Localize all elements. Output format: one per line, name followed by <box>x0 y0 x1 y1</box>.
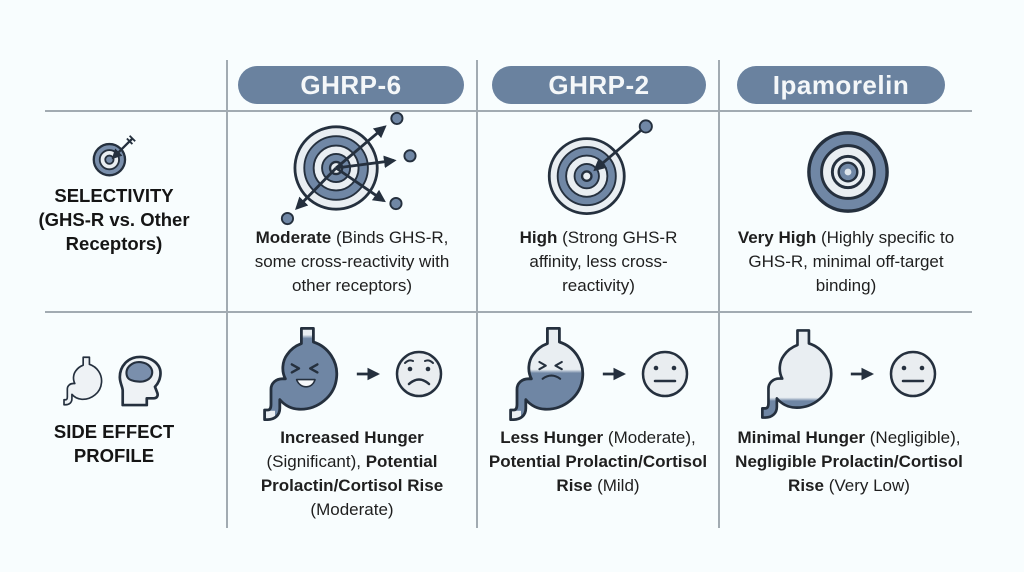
column-header-ipamorelin: Ipamorelin <box>737 66 945 104</box>
side-effect-ghrp6-text: Increased Hunger (Significant), Potentia… <box>241 426 463 522</box>
effect: Increased Hunger <box>280 428 424 447</box>
selectivity-ghrp2-icon-wrap <box>477 116 719 224</box>
column-header-ghrp6: GHRP-6 <box>238 66 464 104</box>
selectivity-ipamorelin-text: Very High (Highly specific to GHS-R, min… <box>730 226 962 298</box>
row-divider <box>45 110 972 112</box>
selectivity-ghrp6-text: Moderate (Binds GHS-R, some cross-reacti… <box>238 226 466 298</box>
arrow-right-icon <box>850 367 875 381</box>
effect: Negligible Prolactin/Cortisol Rise <box>735 452 963 495</box>
column-divider <box>226 60 228 528</box>
stomach-icon <box>63 356 103 406</box>
column-divider <box>476 60 478 528</box>
side-effect-ghrp6-icon-wrap <box>227 324 477 424</box>
selectivity-ghrp6-icon-wrap <box>227 111 477 226</box>
effect: Potential Prolactin/Cortisol Rise <box>260 452 444 495</box>
effect: Minimal Hunger <box>737 428 866 447</box>
effect-detail: (Moderate), <box>603 428 696 447</box>
target-bullseye-icon <box>807 131 889 213</box>
rating-detail: (Highly specific to GHS-R, minimal off-t… <box>748 228 955 295</box>
side-effect-ghrp2-text: Less Hunger (Moderate), Potential Prolac… <box>486 426 710 498</box>
side-effect-ipamorelin-icon-wrap <box>719 324 977 424</box>
head-brain-icon <box>118 355 162 407</box>
side-effect-row-label: SIDE EFFECT PROFILE <box>8 420 220 468</box>
effect-detail: (Very Low) <box>823 476 910 495</box>
column-header-label: Ipamorelin <box>772 69 910 100</box>
stomach-half-annoyed-icon <box>509 326 585 422</box>
arrow-right-icon <box>356 367 381 381</box>
target-single-arrow-icon <box>547 118 653 215</box>
effect-detail: (Mild) <box>592 476 640 495</box>
effect-detail: (Moderate) <box>310 500 394 519</box>
label-line: PROFILE <box>73 445 155 466</box>
column-header-label: GHRP-2 <box>548 69 650 100</box>
label-line: (GHS-R vs. Other <box>38 209 190 230</box>
arrow-right-icon <box>602 367 627 381</box>
neutral-face-icon <box>641 350 689 398</box>
stomach-low-icon <box>761 329 833 419</box>
rating-detail: (Strong GHS-R affinity, less cross-react… <box>529 228 678 295</box>
row-divider <box>45 311 972 313</box>
rating-detail: (Binds GHS-R, some cross-reactivity with… <box>254 228 450 295</box>
sad-face-icon <box>395 350 443 398</box>
selectivity-row-label: SELECTIVITY (GHS-R vs. Other Receptors) <box>8 184 220 256</box>
label-line: SIDE EFFECT <box>53 421 175 442</box>
side-effect-label-icon-wrap <box>8 352 220 410</box>
side-effect-ipamorelin-text: Minimal Hunger (Negligible), Negligible … <box>730 426 968 498</box>
selectivity-ipamorelin-icon-wrap <box>719 126 977 218</box>
rating: Moderate <box>255 228 332 247</box>
selectivity-label-icon-wrap <box>8 132 220 180</box>
label-line: Receptors) <box>65 233 163 254</box>
rating: High <box>519 228 558 247</box>
target-with-dart-icon <box>92 135 136 177</box>
column-divider <box>718 60 720 528</box>
selectivity-ghrp2-text: High (Strong GHS-R affinity, less cross-… <box>496 226 701 298</box>
column-header-label: GHRP-6 <box>300 69 402 100</box>
effect: Potential Prolactin/Cortisol Rise <box>488 452 708 495</box>
effect-detail: (Significant), <box>266 452 366 471</box>
neutral-face-icon <box>889 350 937 398</box>
effect-detail: (Negligible), <box>865 428 961 447</box>
side-effect-ghrp2-icon-wrap <box>477 324 719 424</box>
target-scatter-arrows-icon <box>280 111 417 226</box>
column-header-ghrp2: GHRP-2 <box>492 66 706 104</box>
stomach-full-angry-icon <box>263 326 339 422</box>
rating: Very High <box>737 228 817 247</box>
effect: Less Hunger <box>500 428 604 447</box>
label-line: SELECTIVITY <box>54 185 174 206</box>
